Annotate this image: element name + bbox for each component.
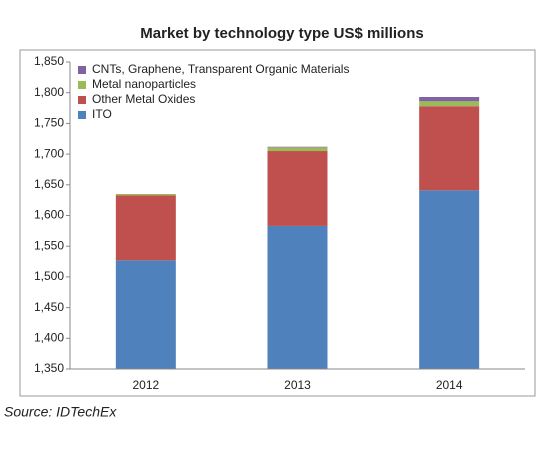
chart-title: Market by technology type US$ millions [140,25,423,42]
legend-label: ITO [92,107,112,121]
y-tick-label: 1,600 [34,208,64,222]
legend-swatch [78,81,86,89]
legend-label: Other Metal Oxides [92,92,195,106]
chart-frame [19,49,536,397]
y-tick-label: 1,750 [34,116,64,130]
x-tick-label: 2014 [436,378,463,392]
bar-segment [267,147,328,152]
bar-segment [419,96,480,102]
legend-swatch [78,111,86,119]
y-tick-label: 1,350 [34,361,64,375]
y-tick-label: 1,400 [34,330,64,344]
y-tick-label: 1,850 [34,54,64,68]
y-tick-label: 1,550 [34,238,64,252]
legend-swatch [78,96,86,104]
legend-swatch [78,66,86,74]
bar-segment [419,106,480,191]
bar-segment [267,225,328,369]
bar-segment [115,195,176,261]
bar-segment [115,194,176,196]
y-tick-label: 1,650 [34,177,64,191]
source: Source: IDTechEx [4,404,117,420]
bar-segment [419,101,480,107]
y-tick-label: 1,450 [34,300,64,314]
y-tick-label: 1,800 [34,85,64,99]
legend-label: Metal nanoparticles [92,77,196,91]
y-tick-label: 1,500 [34,269,64,283]
y-tick-label: 1,700 [34,146,64,160]
x-tick-label: 2012 [132,378,159,392]
bar-segment [115,260,176,369]
x-tick-label: 2013 [284,378,311,392]
bar-segment [267,151,328,226]
bar-segment [419,190,480,369]
legend-label: CNTs, Graphene, Transparent Organic Mate… [92,62,349,76]
bar-segment [267,146,328,148]
